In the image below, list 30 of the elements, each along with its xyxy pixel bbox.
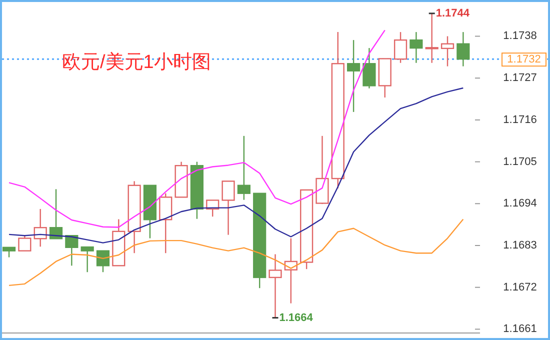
ref-line-label: 1.1732: [507, 54, 541, 66]
y-tick-label: 1.1727: [503, 72, 537, 84]
candlestick: [96, 250, 110, 273]
candlestick: [268, 254, 282, 318]
y-tick-label: 1.1705: [503, 156, 537, 168]
candlestick: [425, 12, 438, 64]
y-tick-label: 1.1683: [503, 239, 537, 252]
candlestick: [456, 31, 470, 67]
y-tick-label: 1.1738: [503, 30, 537, 42]
candlestick: [159, 192, 172, 254]
candlestick: [80, 246, 94, 273]
y-tick-label: 1.1694: [503, 198, 537, 210]
candlestick: [237, 135, 250, 200]
candlestick: [440, 36, 454, 67]
candlestick: [2, 246, 16, 258]
text: 欧元/美元1小时图: [62, 51, 211, 73]
line-series: [8, 218, 464, 286]
candlestick: [362, 47, 376, 89]
annotation: 1.1744: [436, 7, 470, 20]
candlestick: [347, 39, 360, 113]
y-tick-label: 1.1672: [503, 281, 537, 294]
candlestick: [410, 31, 423, 64]
candlestick: [394, 31, 408, 64]
candlestick: [18, 235, 32, 252]
annotation: 1.1664: [279, 312, 314, 324]
line-series: [8, 30, 386, 228]
y-tick-label: 1.1661: [503, 323, 537, 336]
candlestick: [222, 180, 235, 236]
candlestick: [65, 235, 78, 266]
y-tick-label: 1.1716: [503, 114, 537, 126]
